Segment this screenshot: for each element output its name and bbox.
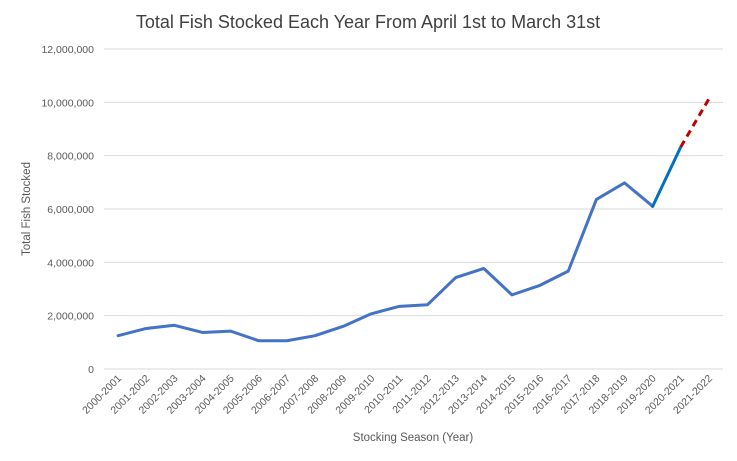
series-line-2 (651, 145, 683, 208)
series-line-1 (116, 181, 655, 343)
x-axis-title: Stocking Season (Year) (353, 432, 474, 444)
y-tick-label: 6,000,000 (47, 204, 94, 216)
series-line-3-dashed (679, 98, 711, 148)
y-tick-label: 0 (88, 364, 94, 376)
gridlines (104, 48, 723, 370)
y-tick-label: 8,000,000 (47, 151, 94, 163)
y-tick-label: 2,000,000 (47, 311, 94, 323)
y-tick-label: 10,000,000 (41, 97, 94, 109)
x-axis-tick-labels: 2000-20012001-20022002-20032003-20042004… (80, 373, 715, 417)
y-tick-label: 4,000,000 (47, 257, 94, 269)
y-axis-title: Total Fish Stocked (21, 162, 33, 256)
chart-title: Total Fish Stocked Each Year From April … (136, 12, 600, 32)
y-axis-tick-labels: 0 2,000,000 4,000,000 6,000,000 8,000,000 10,… (41, 44, 94, 376)
y-tick-label: 12,000,000 (41, 44, 94, 56)
series-lines (116, 98, 711, 343)
